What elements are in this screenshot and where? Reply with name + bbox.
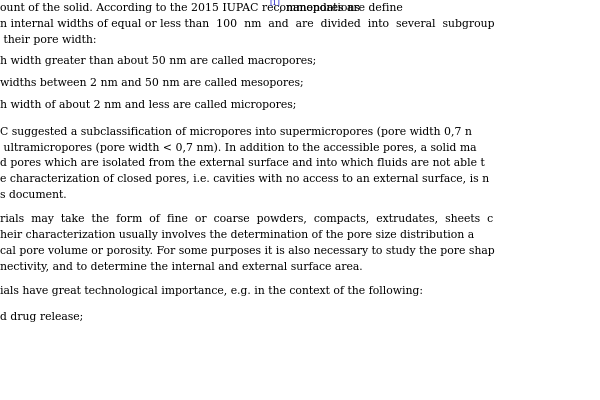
Text: n internal widths of equal or less than  100  nm  and  are  divided  into  sever: n internal widths of equal or less than … [0,19,494,29]
Text: d drug release;: d drug release; [0,312,83,322]
Text: widths between 2 nm and 50 nm are called mesopores;: widths between 2 nm and 50 nm are called… [0,78,304,88]
Text: ultramicropores (pore width < 0,7 nm). In addition to the accessible pores, a so: ultramicropores (pore width < 0,7 nm). I… [0,142,476,152]
Text: cal pore volume or porosity. For some purposes it is also necessary to study the: cal pore volume or porosity. For some pu… [0,246,495,256]
Text: C suggested a subclassification of micropores into supermicropores (pore width 0: C suggested a subclassification of micro… [0,126,472,136]
Text: ials have great technological importance, e.g. in the context of the following:: ials have great technological importance… [0,286,423,296]
Text: their pore width:: their pore width: [0,35,97,45]
Text: h width greater than about 50 nm are called macropores;: h width greater than about 50 nm are cal… [0,56,316,66]
Text: ount of the solid. According to the 2015 IUPAC recommendations: ount of the solid. According to the 2015… [0,3,360,13]
Text: h width of about 2 nm and less are called micropores;: h width of about 2 nm and less are calle… [0,100,296,110]
Text: e characterization of closed pores, i.e. cavities with no access to an external : e characterization of closed pores, i.e.… [0,174,489,184]
Text: nectivity, and to determine the internal and external surface area.: nectivity, and to determine the internal… [0,262,362,272]
Text: s document.: s document. [0,190,67,200]
Text: , nanopores are define: , nanopores are define [279,3,403,13]
Text: rials  may  take  the  form  of  fine  or  coarse  powders,  compacts,  extrudat: rials may take the form of fine or coars… [0,214,493,224]
Text: heir characterization usually involves the determination of the pore size distri: heir characterization usually involves t… [0,230,474,240]
Text: d pores which are isolated from the external surface and into which fluids are n: d pores which are isolated from the exte… [0,158,485,168]
Text: [1]: [1] [270,0,281,6]
